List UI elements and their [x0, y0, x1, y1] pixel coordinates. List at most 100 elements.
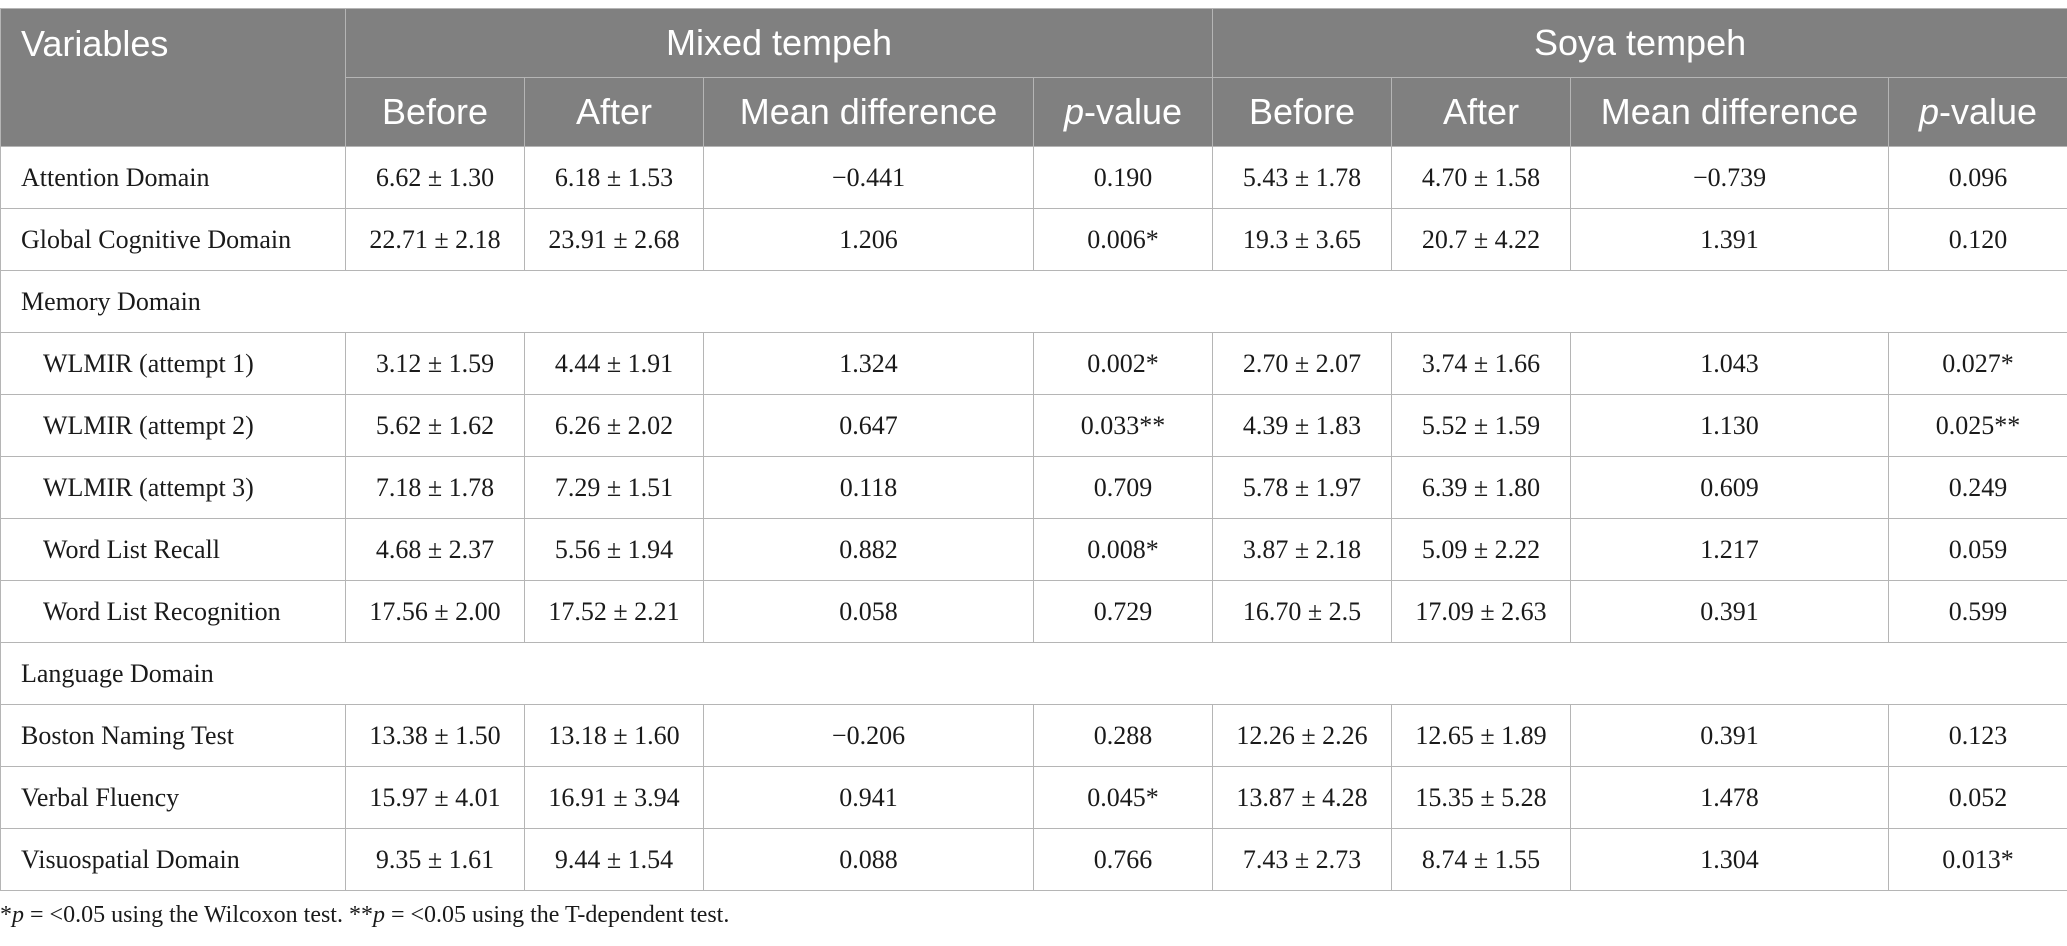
soya-p-value-cell: 0.249: [1888, 456, 2067, 519]
soya-after-cell: 12.65 ± 1.89: [1391, 704, 1572, 767]
table-footnote: *p = <0.05 using the Wilcoxon test. **p …: [0, 902, 730, 928]
soya-p-value-cell: 0.013*: [1888, 828, 2067, 891]
mixed-after-cell: 13.18 ± 1.60: [524, 704, 704, 767]
table-row: Visuospatial Domain 9.35 ± 1.61 9.44 ± 1…: [0, 828, 2067, 891]
mixed-p-value-cell: 0.190: [1032, 146, 1214, 209]
soya-after-cell: 20.7 ± 4.22: [1391, 208, 1572, 271]
soya-p-value-header: p-value: [1888, 77, 2067, 147]
mixed-before-cell: 22.71 ± 2.18: [345, 208, 525, 271]
table-row: Verbal Fluency 15.97 ± 4.01 16.91 ± 3.94…: [0, 766, 2067, 829]
mixed-p-value-cell: 0.045*: [1032, 766, 1214, 829]
table-row: WLMIR (attempt 2) 5.62 ± 1.62 6.26 ± 2.0…: [0, 394, 2067, 457]
row-label: Global Cognitive Domain: [0, 208, 346, 271]
table-row: Word List Recall 4.68 ± 2.37 5.56 ± 1.94…: [0, 518, 2067, 581]
soya-p-value-cell: 0.123: [1888, 704, 2067, 767]
soya-mean-difference-header: Mean difference: [1570, 77, 1890, 147]
mixed-mean-difference-cell: 0.647: [703, 394, 1034, 457]
mixed-after-cell: 4.44 ± 1.91: [524, 332, 704, 395]
mixed-after-cell: 5.56 ± 1.94: [524, 518, 704, 581]
table-body: Attention Domain 6.62 ± 1.30 6.18 ± 1.53…: [0, 146, 2067, 891]
results-table: Variables Mixed tempeh Soya tempeh Befor…: [0, 8, 2067, 891]
soya-after-cell: 15.35 ± 5.28: [1391, 766, 1572, 829]
soya-p-value-cell: 0.059: [1888, 518, 2067, 581]
results-table-container: Variables Mixed tempeh Soya tempeh Befor…: [0, 8, 2067, 891]
mixed-before-cell: 3.12 ± 1.59: [345, 332, 525, 395]
mixed-before-cell: 6.62 ± 1.30: [345, 146, 525, 209]
soya-mean-difference-cell: 1.478: [1570, 766, 1890, 829]
soya-after-cell: 17.09 ± 2.63: [1391, 580, 1572, 643]
mixed-mean-difference-cell: 1.324: [703, 332, 1034, 395]
mixed-after-cell: 6.26 ± 2.02: [524, 394, 704, 457]
mixed-p-value-cell: 0.709: [1032, 456, 1214, 519]
soya-mean-difference-cell: 0.391: [1570, 704, 1890, 767]
soya-before-cell: 3.87 ± 2.18: [1212, 518, 1393, 581]
soya-after-cell: 5.52 ± 1.59: [1391, 394, 1572, 457]
mixed-mean-difference-cell: −0.206: [703, 704, 1034, 767]
mixed-p-value-cell: 0.288: [1032, 704, 1214, 767]
soya-p-value-cell: 0.052: [1888, 766, 2067, 829]
section-label: Language Domain: [0, 642, 2067, 705]
table-header: Variables Mixed tempeh Soya tempeh Befor…: [0, 8, 2067, 147]
soya-mean-difference-cell: 1.304: [1570, 828, 1890, 891]
mixed-mean-difference-cell: 0.882: [703, 518, 1034, 581]
soya-tempeh-header: Soya tempeh: [1212, 8, 2067, 78]
soya-mean-difference-cell: 0.391: [1570, 580, 1890, 643]
mixed-before-cell: 13.38 ± 1.50: [345, 704, 525, 767]
mixed-mean-difference-cell: 0.058: [703, 580, 1034, 643]
soya-p-value-cell: 0.599: [1888, 580, 2067, 643]
table-row: Attention Domain 6.62 ± 1.30 6.18 ± 1.53…: [0, 146, 2067, 209]
soya-before-header: Before: [1212, 77, 1393, 147]
mixed-after-cell: 16.91 ± 3.94: [524, 766, 704, 829]
mixed-mean-difference-header: Mean difference: [703, 77, 1034, 147]
section-row-language: Language Domain: [0, 642, 2067, 705]
soya-before-cell: 4.39 ± 1.83: [1212, 394, 1393, 457]
mixed-tempeh-header: Mixed tempeh: [344, 8, 1214, 78]
soya-p-value-cell: 0.027*: [1888, 332, 2067, 395]
soya-before-cell: 13.87 ± 4.28: [1212, 766, 1393, 829]
row-label: Attention Domain: [0, 146, 346, 209]
mixed-mean-difference-cell: 1.206: [703, 208, 1034, 271]
row-label: Boston Naming Test: [0, 704, 346, 767]
mixed-before-cell: 17.56 ± 2.00: [345, 580, 525, 643]
soya-after-cell: 4.70 ± 1.58: [1391, 146, 1572, 209]
mixed-p-value-cell: 0.766: [1032, 828, 1214, 891]
mixed-before-header: Before: [345, 77, 525, 147]
soya-p-value-cell: 0.120: [1888, 208, 2067, 271]
soya-before-cell: 2.70 ± 2.07: [1212, 332, 1393, 395]
mixed-p-value-cell: 0.002*: [1032, 332, 1214, 395]
mixed-mean-difference-cell: 0.118: [703, 456, 1034, 519]
soya-before-cell: 5.43 ± 1.78: [1212, 146, 1393, 209]
table-row: WLMIR (attempt 3) 7.18 ± 1.78 7.29 ± 1.5…: [0, 456, 2067, 519]
row-label: WLMIR (attempt 3): [0, 456, 346, 519]
soya-mean-difference-cell: 1.391: [1570, 208, 1890, 271]
soya-before-cell: 5.78 ± 1.97: [1212, 456, 1393, 519]
mixed-mean-difference-cell: 0.941: [703, 766, 1034, 829]
soya-before-cell: 12.26 ± 2.26: [1212, 704, 1393, 767]
row-label: Word List Recall: [0, 518, 346, 581]
mixed-p-value-cell: 0.006*: [1032, 208, 1214, 271]
mixed-before-cell: 5.62 ± 1.62: [345, 394, 525, 457]
soya-after-cell: 5.09 ± 2.22: [1391, 518, 1572, 581]
mixed-p-value-cell: 0.033**: [1032, 394, 1214, 457]
mixed-mean-difference-cell: −0.441: [703, 146, 1034, 209]
mixed-after-cell: 9.44 ± 1.54: [524, 828, 704, 891]
soya-p-value-cell: 0.096: [1888, 146, 2067, 209]
soya-mean-difference-cell: 1.043: [1570, 332, 1890, 395]
mixed-after-header: After: [524, 77, 704, 147]
soya-after-cell: 8.74 ± 1.55: [1391, 828, 1572, 891]
soya-mean-difference-cell: 1.130: [1570, 394, 1890, 457]
table-row: Boston Naming Test 13.38 ± 1.50 13.18 ± …: [0, 704, 2067, 767]
soya-before-cell: 7.43 ± 2.73: [1212, 828, 1393, 891]
mixed-after-cell: 7.29 ± 1.51: [524, 456, 704, 519]
mixed-mean-difference-cell: 0.088: [703, 828, 1034, 891]
section-row-memory: Memory Domain: [0, 270, 2067, 333]
soya-mean-difference-cell: 1.217: [1570, 518, 1890, 581]
mixed-after-cell: 17.52 ± 2.21: [524, 580, 704, 643]
soya-before-cell: 19.3 ± 3.65: [1212, 208, 1393, 271]
variables-header: Variables: [0, 8, 346, 147]
soya-mean-difference-cell: 0.609: [1570, 456, 1890, 519]
mixed-before-cell: 9.35 ± 1.61: [345, 828, 525, 891]
row-label: Verbal Fluency: [0, 766, 346, 829]
mixed-before-cell: 15.97 ± 4.01: [345, 766, 525, 829]
table-row: Word List Recognition 17.56 ± 2.00 17.52…: [0, 580, 2067, 643]
